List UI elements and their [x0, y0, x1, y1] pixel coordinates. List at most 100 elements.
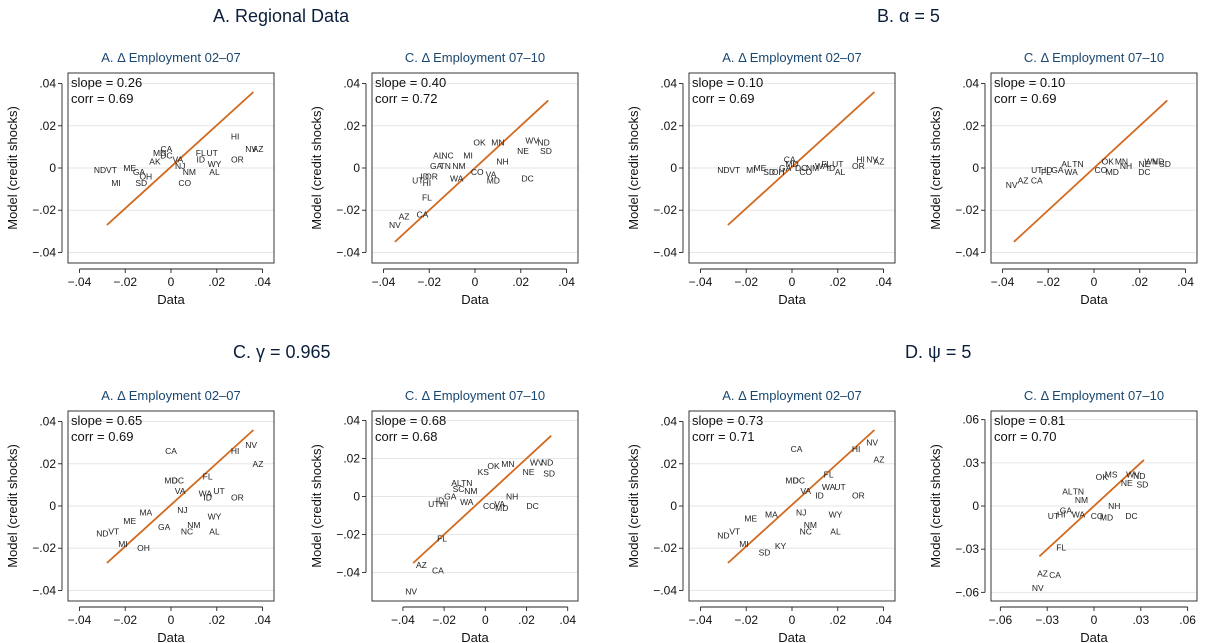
- plot-frame: [990, 410, 1198, 602]
- x-tick-label: .04: [254, 275, 271, 289]
- data-point-label: HI: [440, 499, 449, 509]
- data-point-label: SD: [1159, 159, 1171, 169]
- fit-line: [727, 91, 876, 226]
- data-point-label: MD: [1106, 167, 1119, 177]
- data-point-label: NC: [181, 526, 193, 536]
- data-point-label: SD: [543, 469, 555, 479]
- data-point-label: MD: [153, 148, 166, 158]
- x-axis-label: Data: [1080, 292, 1108, 307]
- data-point-label: NV: [1006, 180, 1018, 190]
- data-point-label: UT: [207, 148, 218, 158]
- data-point-label: VT: [729, 526, 740, 536]
- x-tick-label: −.02: [113, 275, 137, 289]
- y-axis-label: Model (credit shocks): [626, 106, 641, 230]
- data-point-label: AZ: [253, 459, 264, 469]
- x-axis-label: Data: [1080, 630, 1108, 643]
- y-tick-label: −.04: [336, 566, 360, 580]
- stat-annotation: corr = 0.68: [375, 429, 438, 444]
- data-point-label: SD: [540, 146, 552, 156]
- data-point-label: NV: [866, 155, 878, 165]
- panel-title-d: D. ψ = 5: [905, 342, 972, 362]
- data-point-label: MD: [164, 476, 177, 486]
- data-point-label: CO: [471, 167, 484, 177]
- scatter-chart-5: A. Δ Employment 02–07 −.04 −.02 0 .02 .04 Data…: [5, 388, 275, 643]
- data-point-label: WA: [1072, 510, 1086, 520]
- data-point-label: NH: [506, 492, 518, 502]
- x-tick-label: −.04: [391, 613, 415, 627]
- x-tick-label: .02: [829, 275, 846, 289]
- data-point-label: GA: [779, 163, 792, 173]
- data-point-label: DC: [795, 163, 807, 173]
- data-point-label: UT: [1048, 511, 1059, 521]
- data-point-label: OH: [137, 543, 150, 553]
- fit-line: [1013, 99, 1168, 243]
- data-point-label: CA: [1031, 176, 1043, 186]
- stat-annotation: corr = 0.69: [994, 91, 1057, 106]
- y-tick-label: −.04: [653, 583, 677, 597]
- chart-subtitle: A. Δ Employment 02–07: [101, 388, 240, 403]
- data-point-label: NH: [496, 157, 508, 167]
- stat-annotation: corr = 0.69: [71, 91, 134, 106]
- data-point-label: KY: [775, 541, 787, 551]
- data-point-label: FL: [422, 193, 432, 203]
- fit-line: [412, 435, 552, 564]
- data-point-label: ME: [123, 163, 136, 173]
- x-tick-label: 0: [789, 613, 796, 627]
- data-point-label: ND: [717, 531, 729, 541]
- x-tick-label: 0: [482, 613, 489, 627]
- x-axis-label: Data: [461, 630, 489, 643]
- fit-line: [727, 429, 876, 564]
- data-point-label: UT: [1031, 165, 1042, 175]
- data-point-label: FL: [203, 471, 213, 481]
- y-tick-label: −.04: [32, 583, 56, 597]
- data-point-label: ND: [96, 528, 108, 538]
- scatter-chart-8: C. Δ Employment 07–10 −.06 −.03 0 .03 .06 Data…: [928, 388, 1198, 643]
- data-point-label: VA: [175, 486, 186, 496]
- data-point-label: AZ: [1037, 569, 1048, 579]
- data-point-label: NM: [1075, 495, 1088, 505]
- x-axis-label: Data: [461, 292, 489, 307]
- x-tick-label: .04: [1177, 275, 1194, 289]
- data-point-label: OR: [231, 493, 244, 503]
- chart-subtitle: A. Δ Employment 02–07: [722, 50, 861, 65]
- data-point-label: MI: [739, 539, 748, 549]
- data-point-label: AZ: [416, 560, 427, 570]
- data-point-label: GA: [1051, 165, 1064, 175]
- x-tick-label: −.04: [372, 275, 396, 289]
- data-point-label: SD: [759, 547, 771, 557]
- data-point-label: SC: [453, 484, 465, 494]
- data-point-label: NM: [187, 520, 200, 530]
- x-tick-label: .02: [1131, 275, 1148, 289]
- data-point-label: AZ: [399, 212, 410, 222]
- data-point-label: NV: [245, 440, 257, 450]
- y-tick-label: −.04: [955, 245, 979, 259]
- data-point-label: AL: [830, 526, 841, 536]
- data-point-label: SD: [1136, 479, 1148, 489]
- y-tick-label: .02: [343, 119, 360, 133]
- y-tick-label: −.02: [336, 528, 360, 542]
- data-point-label: MI: [463, 150, 472, 160]
- y-tick-label: .04: [962, 77, 979, 91]
- data-point-label: NJ: [175, 161, 185, 171]
- data-point-label: TN: [440, 161, 451, 171]
- stat-annotation: slope = 0.10: [994, 75, 1065, 90]
- data-point-label: ND: [538, 138, 550, 148]
- data-point-label: WV: [1144, 157, 1158, 167]
- data-point-label: NV: [245, 144, 257, 154]
- data-point-label: ND: [94, 165, 106, 175]
- data-point-label: FL: [196, 148, 206, 158]
- data-point-label: FL: [821, 159, 831, 169]
- y-tick-label: −.04: [32, 245, 56, 259]
- x-axis-label: Data: [778, 630, 806, 643]
- data-point-label: WY: [208, 512, 222, 522]
- y-tick-label: 0: [353, 490, 360, 504]
- data-point-label: ID: [197, 155, 206, 165]
- data-point-label: ID: [420, 171, 429, 181]
- data-point-label: DC: [1138, 167, 1150, 177]
- data-point-label: AL: [209, 167, 220, 177]
- data-point-label: MN: [501, 459, 514, 469]
- data-point-label: MI: [746, 165, 755, 175]
- y-tick-label: .04: [660, 77, 677, 91]
- data-point-label: TN: [461, 478, 472, 488]
- data-point-label: MD: [785, 476, 798, 486]
